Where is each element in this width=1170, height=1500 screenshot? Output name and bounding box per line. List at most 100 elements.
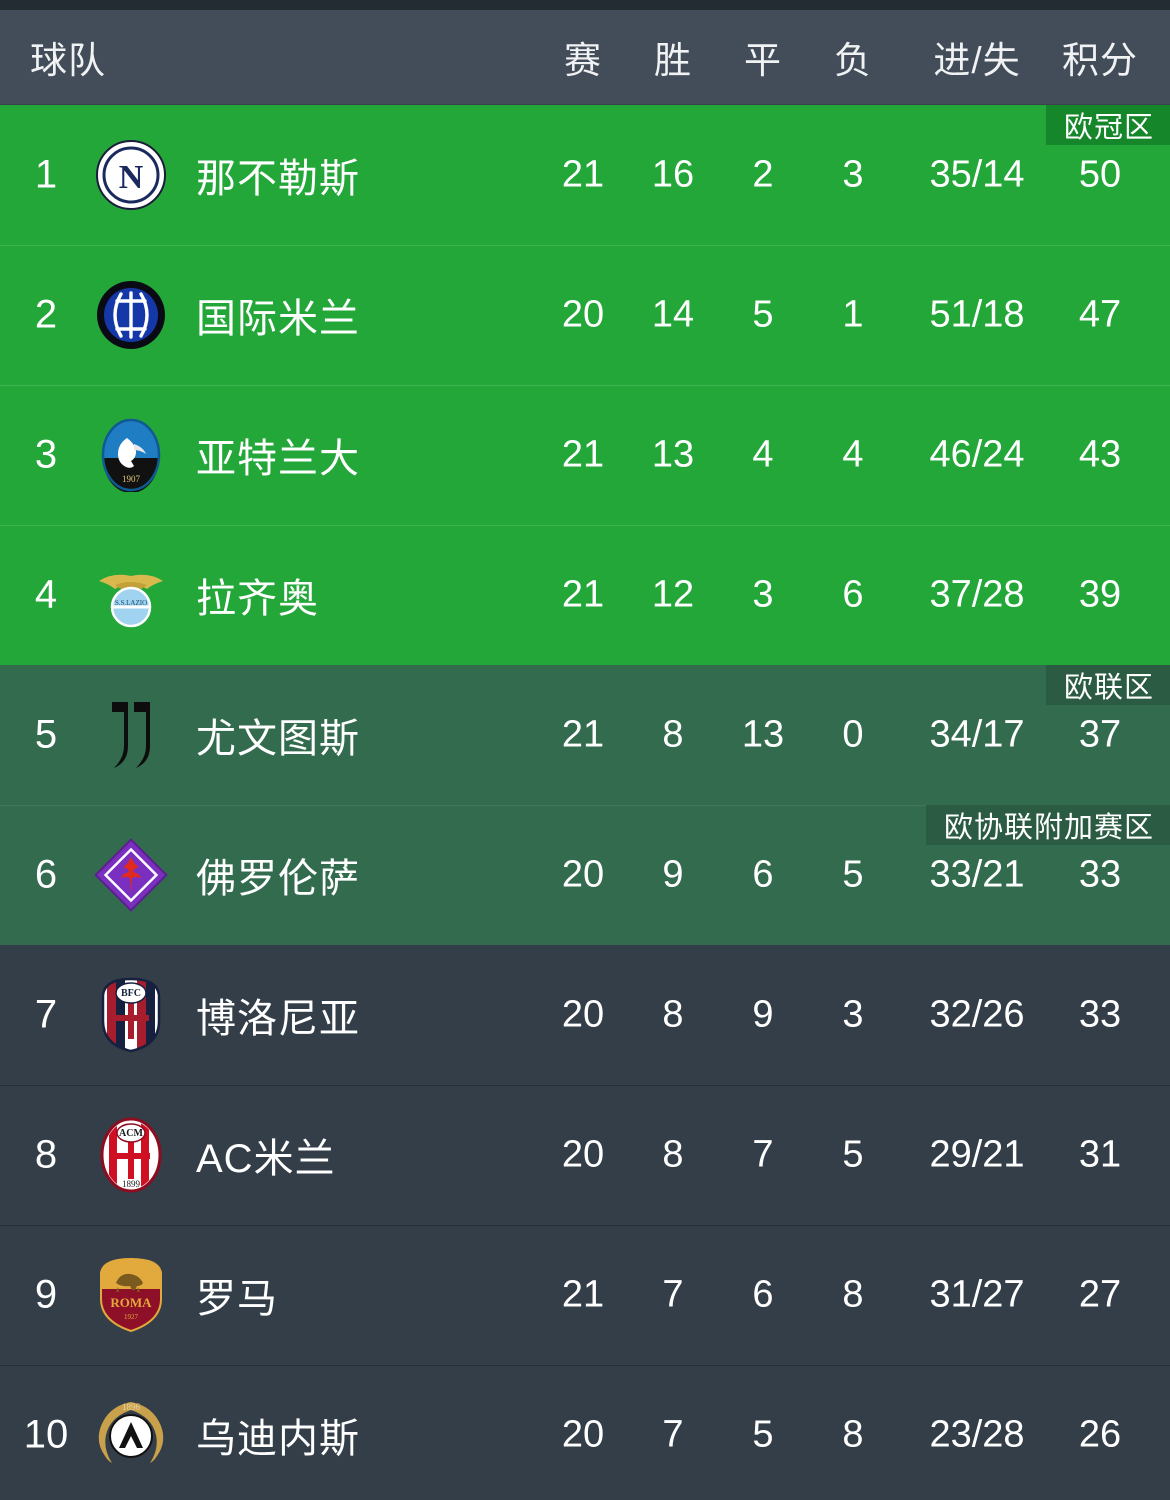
row-goals: 37/28 bbox=[929, 573, 1025, 616]
row-win: 8 bbox=[662, 1133, 684, 1176]
zone-badge-ucl: 欧冠区 bbox=[1045, 105, 1170, 145]
row-draw: 3 bbox=[752, 573, 774, 616]
row-draw: 9 bbox=[752, 993, 774, 1036]
row-played: 20 bbox=[561, 993, 605, 1036]
roma-crest-icon: ROMA 1927 bbox=[93, 1257, 169, 1333]
row-points: 50 bbox=[1078, 153, 1122, 196]
row-played: 21 bbox=[561, 573, 605, 616]
row-draw: 7 bbox=[752, 1133, 774, 1176]
row-rank: 3 bbox=[34, 432, 58, 477]
row-rank: 10 bbox=[23, 1412, 69, 1457]
zone-badge-uecl-playoff: 欧协联附加赛区 bbox=[925, 805, 1170, 845]
row-goals: 31/27 bbox=[929, 1273, 1025, 1316]
row-win: 13 bbox=[651, 433, 695, 476]
svg-text:S.S.LAZIO: S.S.LAZIO bbox=[115, 599, 147, 607]
row-team-name: 佛罗伦萨 bbox=[196, 857, 360, 901]
table-row[interactable]: 9 ROMA 1927 罗马 21 7 6 8 31/27 27 bbox=[0, 1225, 1170, 1365]
svg-text:1899: 1899 bbox=[122, 1179, 141, 1189]
bologna-crest-icon: BFC bbox=[93, 977, 169, 1053]
row-loss: 6 bbox=[842, 573, 864, 616]
row-win: 8 bbox=[662, 713, 684, 756]
row-rank: 5 bbox=[34, 712, 58, 757]
row-points: 39 bbox=[1078, 573, 1122, 616]
row-win: 16 bbox=[651, 153, 695, 196]
row-team-name: 乌迪内斯 bbox=[196, 1417, 360, 1461]
column-header-draw[interactable]: 平 bbox=[744, 40, 782, 81]
table-row[interactable]: 欧联区 5 尤文图斯 21 8 13 0 34/17 37 bbox=[0, 665, 1170, 805]
row-goals: 35/14 bbox=[929, 153, 1025, 196]
row-rank: 8 bbox=[34, 1132, 58, 1177]
table-row[interactable]: 欧冠区 1 N 那不勒斯 21 16 2 3 35/14 50 bbox=[0, 105, 1170, 245]
napoli-crest-icon: N bbox=[93, 137, 169, 213]
row-points: 33 bbox=[1078, 853, 1122, 896]
row-draw: 6 bbox=[752, 1273, 774, 1316]
row-loss: 1 bbox=[842, 293, 864, 336]
row-loss: 3 bbox=[842, 153, 864, 196]
row-played: 20 bbox=[561, 293, 605, 336]
table-row[interactable]: 7 BFC 博洛尼亚 20 bbox=[0, 945, 1170, 1085]
svg-text:ROMA: ROMA bbox=[110, 1295, 152, 1310]
row-played: 20 bbox=[561, 1133, 605, 1176]
top-status-strip bbox=[0, 0, 1170, 10]
row-loss: 0 bbox=[842, 713, 864, 756]
row-goals: 23/28 bbox=[929, 1413, 1025, 1456]
row-draw: 6 bbox=[752, 853, 774, 896]
row-points: 47 bbox=[1078, 293, 1122, 336]
row-draw: 4 bbox=[752, 433, 774, 476]
row-draw: 2 bbox=[752, 153, 774, 196]
table-header-row: 球队 赛 胜 平 负 进/失 积分 bbox=[0, 10, 1170, 105]
row-win: 9 bbox=[662, 853, 684, 896]
row-goals: 34/17 bbox=[929, 713, 1025, 756]
row-team-name: 博洛尼亚 bbox=[196, 997, 360, 1041]
column-header-loss[interactable]: 负 bbox=[834, 40, 872, 81]
row-team-name: 亚特兰大 bbox=[196, 437, 360, 481]
row-team-name: 拉齐奥 bbox=[196, 577, 319, 621]
table-row[interactable]: 10 1896 乌迪内斯 20 7 5 8 23/28 26 bbox=[0, 1365, 1170, 1500]
row-goals: 51/18 bbox=[929, 293, 1025, 336]
row-played: 21 bbox=[561, 1273, 605, 1316]
row-draw: 5 bbox=[752, 293, 774, 336]
row-goals: 33/21 bbox=[929, 853, 1025, 896]
svg-text:1907: 1907 bbox=[122, 474, 141, 484]
row-win: 8 bbox=[662, 993, 684, 1036]
row-win: 14 bbox=[651, 293, 695, 336]
row-points: 33 bbox=[1078, 993, 1122, 1036]
row-loss: 4 bbox=[842, 433, 864, 476]
row-win: 7 bbox=[662, 1273, 684, 1316]
column-header-played[interactable]: 赛 bbox=[564, 40, 602, 81]
column-header-win[interactable]: 胜 bbox=[654, 40, 692, 81]
row-played: 20 bbox=[561, 1413, 605, 1456]
row-rank: 9 bbox=[34, 1272, 58, 1317]
row-win: 7 bbox=[662, 1413, 684, 1456]
row-played: 21 bbox=[561, 153, 605, 196]
table-row[interactable]: 8 ACM 1899 AC米兰 20 8 7 5 bbox=[0, 1085, 1170, 1225]
row-rank: 2 bbox=[34, 292, 58, 337]
table-row[interactable]: 3 1907 亚特兰大 21 13 4 4 46/24 43 bbox=[0, 385, 1170, 525]
inter-crest-icon bbox=[93, 277, 169, 353]
row-points: 27 bbox=[1078, 1273, 1122, 1316]
row-team-name: AC米兰 bbox=[196, 1137, 336, 1181]
svg-text:1896: 1896 bbox=[122, 1402, 141, 1412]
row-win: 12 bbox=[651, 573, 695, 616]
row-draw: 13 bbox=[741, 713, 785, 756]
row-points: 37 bbox=[1078, 713, 1122, 756]
lazio-crest-icon: S.S.LAZIO bbox=[93, 557, 169, 633]
row-loss: 5 bbox=[842, 1133, 864, 1176]
acmilan-crest-icon: ACM 1899 bbox=[93, 1117, 169, 1193]
table-row[interactable]: 欧协联附加赛区 6 佛罗伦萨 20 9 6 5 33/21 33 bbox=[0, 805, 1170, 945]
row-goals: 32/26 bbox=[929, 993, 1025, 1036]
table-row[interactable]: 2 国际米兰 20 14 5 1 51/18 47 bbox=[0, 245, 1170, 385]
column-header-goals[interactable]: 进/失 bbox=[933, 40, 1021, 81]
column-header-team: 球队 bbox=[30, 40, 106, 81]
row-goals: 29/21 bbox=[929, 1133, 1025, 1176]
column-header-points[interactable]: 积分 bbox=[1062, 40, 1138, 81]
row-loss: 5 bbox=[842, 853, 864, 896]
svg-text:N: N bbox=[119, 159, 144, 196]
svg-text:ACM: ACM bbox=[119, 1128, 143, 1139]
atalanta-crest-icon: 1907 bbox=[93, 417, 169, 493]
svg-text:BFC: BFC bbox=[121, 988, 141, 999]
row-loss: 8 bbox=[842, 1273, 864, 1316]
row-rank: 1 bbox=[34, 152, 58, 197]
table-row[interactable]: 4 S.S.LAZIO 拉齐奥 21 12 3 6 37/28 39 bbox=[0, 525, 1170, 665]
